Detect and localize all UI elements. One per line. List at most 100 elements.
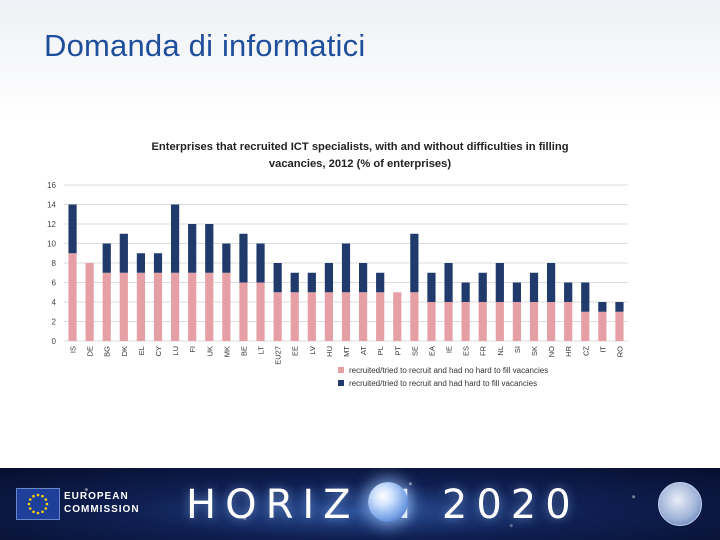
bar-no-hard-to-fill-is xyxy=(68,253,77,341)
y-tick-label: 2 xyxy=(52,318,57,327)
bar-hard-to-fill-no xyxy=(546,263,556,302)
eu-star xyxy=(28,498,32,501)
bar-no-hard-to-fill-eu27 xyxy=(273,292,282,341)
bar-no-hard-to-fill-el xyxy=(136,272,146,341)
bar-no-hard-to-fill-fr xyxy=(478,302,487,341)
bar-no-hard-to-fill-cz xyxy=(581,311,590,341)
eu-star xyxy=(27,502,31,506)
y-tick-label: 0 xyxy=(52,337,57,346)
x-tick-label: SK xyxy=(530,346,539,356)
bar-hard-to-fill-hu xyxy=(324,263,334,293)
bar-hard-to-fill-bg xyxy=(102,243,111,273)
x-tick-label: RO xyxy=(615,346,624,357)
eu-star xyxy=(28,507,32,510)
bar-no-hard-to-fill-dk xyxy=(119,272,128,341)
bar-hard-to-fill-is xyxy=(68,204,77,254)
bar-hard-to-fill-uk xyxy=(205,224,214,273)
bar-chart: Enterprises that recruited ICT specialis… xyxy=(47,141,628,388)
bar-hard-to-fill-ie xyxy=(444,263,453,302)
x-tick-label: IS xyxy=(69,346,78,353)
chart-title-line-1: Enterprises that recruited ICT specialis… xyxy=(151,141,568,153)
bar-hard-to-fill-lu xyxy=(170,204,180,273)
bar-no-hard-to-fill-lu xyxy=(170,272,180,341)
footer-stars xyxy=(0,468,720,540)
chart-title-line-2: vacancies, 2012 (% of enterprises) xyxy=(269,158,451,170)
bar-hard-to-fill-cy xyxy=(153,253,163,273)
x-tick-label: EA xyxy=(427,346,436,356)
x-tick-label: LT xyxy=(257,346,266,355)
x-tick-label: IT xyxy=(598,346,607,353)
bar-hard-to-fill-fr xyxy=(478,272,487,302)
bar-hard-to-fill-ro xyxy=(615,302,624,312)
x-tick-label: SI xyxy=(513,346,522,353)
x-tick-label: IE xyxy=(445,346,454,353)
bar-no-hard-to-fill-nl xyxy=(495,302,504,341)
eu-star xyxy=(36,511,40,515)
bar-no-hard-to-fill-se xyxy=(410,292,419,341)
bar-hard-to-fill-ea xyxy=(427,272,436,302)
eu-star xyxy=(41,510,44,514)
bar-no-hard-to-fill-no xyxy=(546,302,556,341)
bar-no-hard-to-fill-it xyxy=(598,311,607,341)
bar-hard-to-fill-hr xyxy=(564,282,573,302)
bar-no-hard-to-fill-sk xyxy=(529,302,539,341)
x-tick-label: CY xyxy=(154,346,163,356)
title-band xyxy=(0,0,720,118)
bar-no-hard-to-fill-lv xyxy=(307,292,316,341)
x-tick-label: DE xyxy=(86,346,95,356)
bar-hard-to-fill-it xyxy=(598,302,607,312)
legend-swatch xyxy=(338,380,344,386)
x-tick-labels: IS DE BG DK EL CY LU FI UK MK BE LT EU27 EE LV HU MT AT PL… xyxy=(69,345,625,364)
bar-no-hard-to-fill-at xyxy=(358,292,368,341)
bar-no-hard-to-fill-ea xyxy=(427,302,436,341)
bar-hard-to-fill-ee xyxy=(290,272,299,293)
slide-title: Domanda di informatici xyxy=(44,28,366,63)
y-tick-label: 6 xyxy=(52,279,57,288)
bar-no-hard-to-fill-hu xyxy=(324,292,334,341)
eu-star xyxy=(32,494,35,498)
bar-hard-to-fill-eu27 xyxy=(273,263,282,293)
bar-no-hard-to-fill-lt xyxy=(256,282,265,341)
x-tick-label: SE xyxy=(410,346,419,356)
bar-hard-to-fill-be xyxy=(239,233,248,283)
x-tick-label: EE xyxy=(291,346,300,356)
eu-star xyxy=(44,507,48,510)
x-tick-label: DK xyxy=(120,346,129,356)
x-tick-label: UK xyxy=(205,346,214,356)
bar-hard-to-fill-dk xyxy=(119,233,128,273)
bar-hard-to-fill-cz xyxy=(581,282,590,312)
x-tick-label: LU xyxy=(171,346,180,356)
bar-hard-to-fill-es xyxy=(461,282,470,302)
bar-no-hard-to-fill-mt xyxy=(341,292,351,341)
x-tick-label: EU27 xyxy=(274,346,283,365)
innovation-union-logo xyxy=(658,482,702,526)
org-name: EUROPEAN COMMISSION xyxy=(64,490,140,516)
org-line-2: COMMISSION xyxy=(64,504,140,515)
x-tick-label: NL xyxy=(496,346,505,356)
bar-hard-to-fill-at xyxy=(358,263,368,293)
eu-star xyxy=(36,493,40,497)
eu-stars-ring xyxy=(27,493,49,515)
bar-no-hard-to-fill-ie xyxy=(444,302,453,341)
bar-no-hard-to-fill-de xyxy=(85,263,94,341)
bar-hard-to-fill-sk xyxy=(529,272,539,302)
x-tick-label: MK xyxy=(222,346,231,357)
x-tick-label: AT xyxy=(359,346,368,355)
bar-no-hard-to-fill-es xyxy=(461,302,470,341)
bar-hard-to-fill-lt xyxy=(256,243,265,283)
x-tick-label: CZ xyxy=(581,346,590,356)
grid: 0 2 4 6 8 10 12 14 16 xyxy=(47,181,628,346)
bar-hard-to-fill-mk xyxy=(222,243,231,273)
x-tick-label: FI xyxy=(188,346,197,353)
y-tick-label: 16 xyxy=(47,181,56,190)
eu-flag-icon xyxy=(16,488,60,520)
bar-hard-to-fill-nl xyxy=(495,263,504,302)
bar-no-hard-to-fill-ee xyxy=(290,292,299,341)
x-tick-label: PL xyxy=(376,346,385,355)
bar-no-hard-to-fill-fi xyxy=(188,272,197,341)
bar-hard-to-fill-se xyxy=(410,233,419,293)
legend-label: recruited/tried to recruit and had no ha… xyxy=(349,366,548,375)
bar-hard-to-fill-fi xyxy=(188,224,197,273)
bar-no-hard-to-fill-ro xyxy=(615,311,624,341)
bar-hard-to-fill-pl xyxy=(376,272,385,293)
